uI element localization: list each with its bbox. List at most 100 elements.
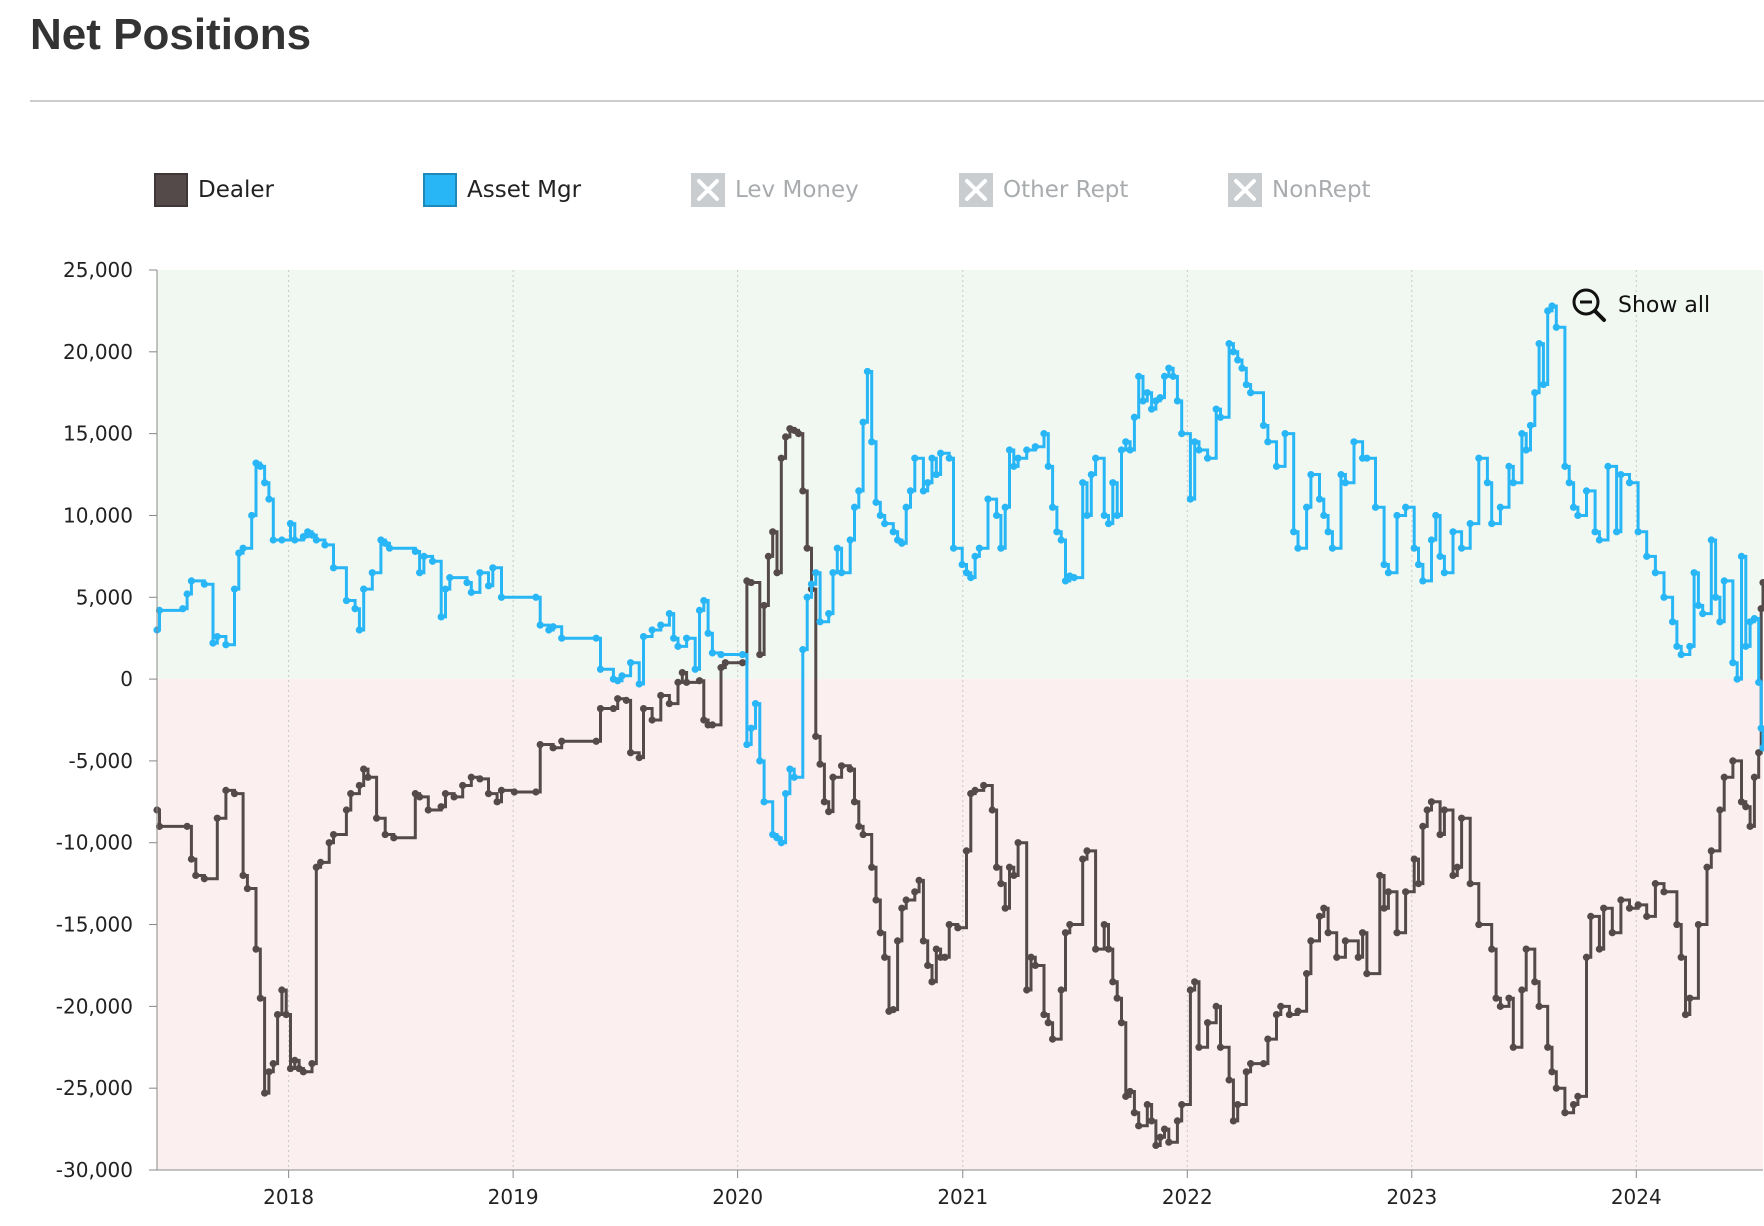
data-point-asset-mgr: [1363, 454, 1371, 462]
data-point-asset-mgr: [1191, 438, 1199, 446]
legend-item-dealer[interactable]: Dealer: [154, 170, 274, 210]
data-point-dealer: [239, 871, 247, 880]
data-point-asset-mgr: [1733, 675, 1741, 683]
data-point-dealer: [911, 888, 919, 896]
data-point-asset-mgr: [911, 454, 919, 462]
data-point-asset-mgr: [385, 544, 394, 552]
data-point-dealer: [1264, 1035, 1272, 1043]
data-point-asset-mgr: [411, 547, 419, 556]
data-point-dealer: [1729, 757, 1737, 765]
data-point-asset-mgr: [286, 520, 295, 528]
data-point-dealer: [372, 814, 381, 822]
data-point-dealer: [1363, 970, 1371, 978]
data-point-asset-mgr: [855, 487, 863, 495]
data-point-asset-mgr: [596, 665, 605, 673]
data-point-dealer: [665, 700, 673, 708]
data-point-asset-mgr: [1272, 462, 1281, 470]
data-point-asset-mgr: [1604, 462, 1612, 470]
net-positions-chart[interactable]: 2018 2019 2020 2021 2022 2023 2024 25,000 20,000…: [0, 250, 1764, 1226]
data-point-asset-mgr: [1591, 528, 1599, 536]
legend-swatch-other-rept: [959, 173, 993, 207]
zoom-out-icon: [1572, 288, 1606, 322]
data-point-asset-mgr: [1169, 372, 1177, 380]
data-point-asset-mgr: [1247, 389, 1255, 397]
data-point-dealer: [1410, 855, 1418, 863]
legend-item-nonrept[interactable]: NonRept: [1228, 170, 1371, 210]
data-point-asset-mgr: [489, 564, 497, 572]
data-point-asset-mgr: [997, 544, 1005, 552]
data-point-dealer: [1673, 920, 1681, 929]
data-point-dealer: [1023, 986, 1031, 994]
data-point-asset-mgr: [958, 560, 966, 569]
data-point-asset-mgr: [1686, 642, 1694, 650]
data-point-dealer: [1419, 822, 1427, 830]
data-point-dealer: [1104, 945, 1113, 953]
x-tick-label: 2024: [1611, 1185, 1662, 1209]
data-point-dealer: [450, 793, 458, 801]
data-point-dealer: [799, 487, 807, 495]
data-point-dealer: [872, 896, 880, 904]
data-point-asset-mgr: [717, 650, 725, 659]
data-point-asset-mgr: [549, 623, 557, 631]
data-point-asset-mgr: [756, 757, 764, 765]
legend-swatch-dealer: [154, 173, 188, 207]
data-point-dealer: [971, 786, 979, 794]
data-point-asset-mgr: [1742, 642, 1750, 650]
data-point-asset-mgr: [627, 659, 635, 667]
data-point-asset-mgr: [1186, 495, 1194, 503]
data-point-dealer: [902, 896, 910, 904]
legend-item-asset-mgr[interactable]: Asset Mgr: [423, 170, 581, 210]
data-point-asset-mgr: [967, 574, 975, 582]
data-point-asset-mgr: [738, 650, 747, 659]
data-point-dealer: [1001, 904, 1009, 912]
data-point-asset-mgr: [1720, 577, 1728, 585]
data-point-dealer: [829, 773, 837, 781]
data-point-dealer: [635, 754, 643, 762]
data-point-asset-mgr: [1057, 536, 1065, 544]
legend-item-other-rept[interactable]: Other Rept: [959, 170, 1128, 210]
data-point-asset-mgr: [837, 569, 846, 577]
show-all-label: Show all: [1618, 292, 1711, 318]
data-point-dealer: [355, 781, 363, 790]
data-point-asset-mgr: [1203, 454, 1212, 462]
data-point-asset-mgr: [674, 642, 682, 650]
data-point-asset-mgr: [497, 593, 506, 601]
data-point-dealer: [980, 781, 988, 790]
data-point-asset-mgr: [1160, 372, 1169, 380]
y-tick-label: 0: [120, 667, 133, 691]
data-point-asset-mgr: [902, 503, 910, 511]
data-point-asset-mgr: [1427, 536, 1436, 544]
data-point-asset-mgr: [269, 536, 277, 544]
data-point-dealer: [1225, 1076, 1233, 1084]
legend-item-lev-money[interactable]: Lev Money: [691, 170, 859, 210]
data-point-dealer: [609, 704, 617, 713]
data-point-asset-mgr: [278, 536, 286, 544]
data-point-dealer: [1234, 1100, 1242, 1109]
data-point-dealer: [1010, 871, 1018, 880]
data-point-dealer: [416, 793, 424, 801]
data-point-dealer: [812, 732, 820, 740]
data-point-asset-mgr: [1100, 511, 1108, 520]
data-point-asset-mgr: [790, 773, 798, 781]
data-point-asset-mgr: [863, 367, 872, 376]
data-point-asset-mgr: [209, 639, 217, 647]
data-point-asset-mgr: [329, 564, 338, 572]
data-point-asset-mgr: [782, 790, 790, 798]
show-all-button[interactable]: Show all: [1570, 285, 1710, 325]
data-point-asset-mgr: [992, 511, 1001, 520]
data-point-asset-mgr: [312, 536, 320, 544]
data-point-dealer: [1152, 1141, 1160, 1150]
data-point-dealer: [1173, 1117, 1182, 1125]
data-point-dealer: [347, 790, 355, 798]
data-point-dealer: [1315, 912, 1324, 920]
data-point-asset-mgr: [648, 626, 656, 634]
data-point-asset-mgr: [760, 798, 768, 806]
data-point-asset-mgr: [1643, 552, 1651, 560]
data-point-asset-mgr: [1212, 405, 1220, 413]
data-point-dealer: [1569, 1100, 1578, 1109]
data-point-asset-mgr: [1109, 479, 1117, 487]
data-point-dealer: [868, 863, 876, 871]
data-point-dealer: [855, 822, 863, 830]
data-point-dealer: [1160, 1125, 1169, 1133]
y-tick-label: -15,000: [56, 913, 133, 937]
